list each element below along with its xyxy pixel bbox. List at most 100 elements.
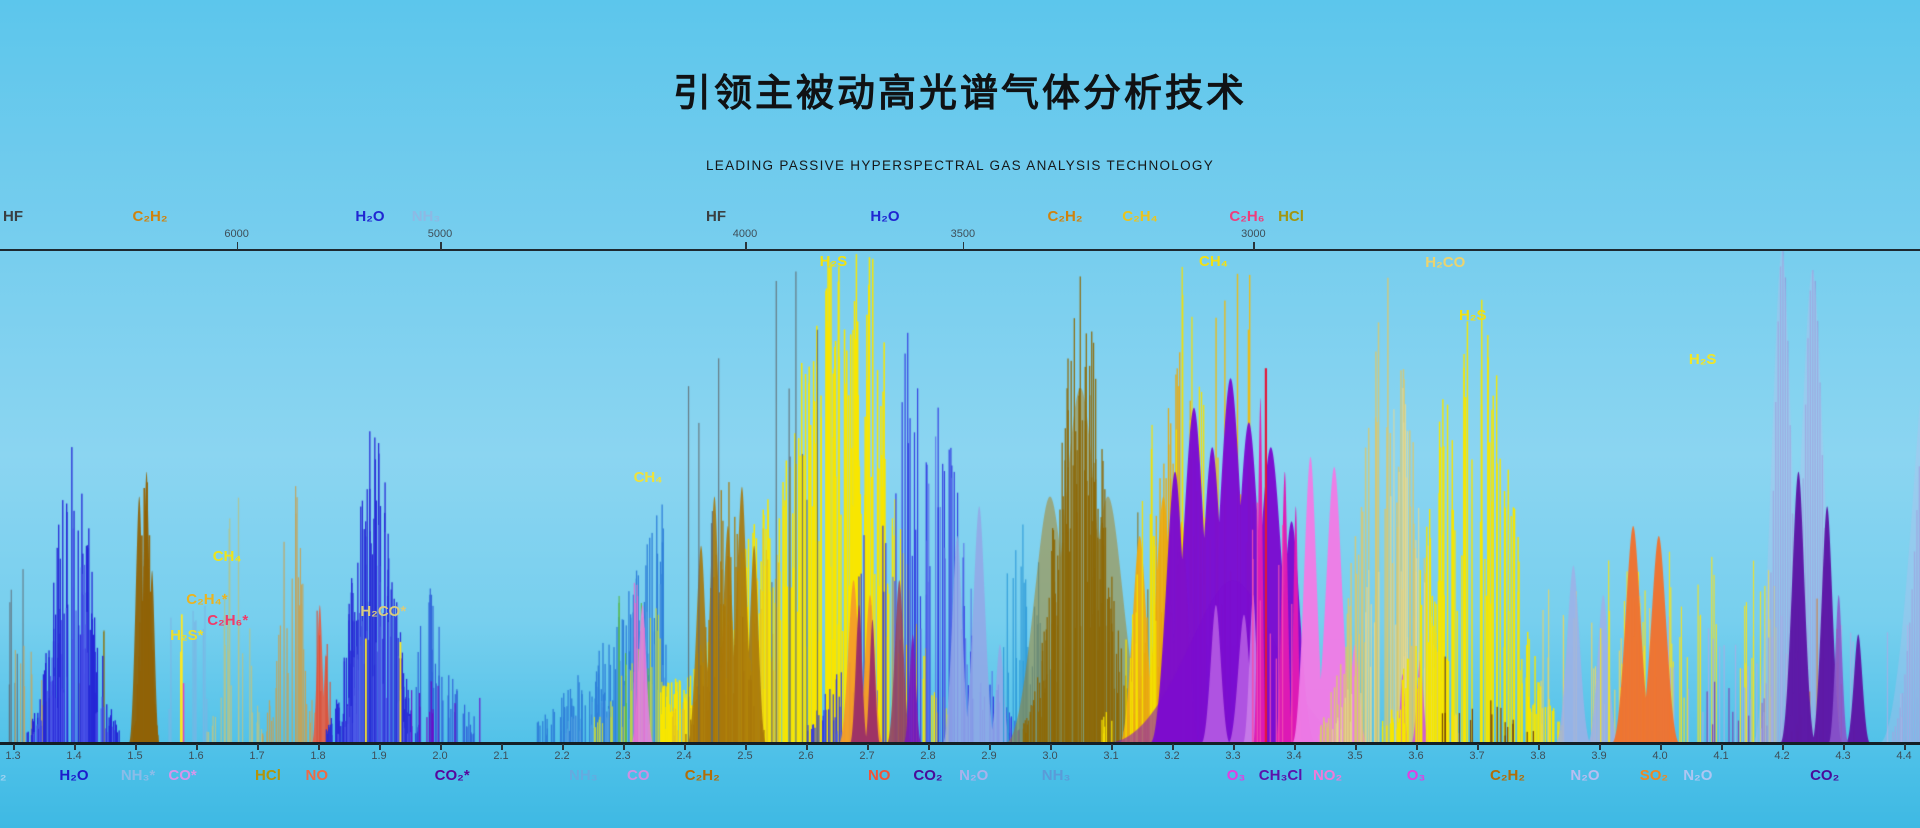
wavelength-tick-label: 1.7 <box>249 750 265 762</box>
inplot-gas-label: H₂S* <box>170 627 204 644</box>
wavelength-tick-label: 3.4 <box>1286 750 1302 762</box>
axis-tick <box>989 744 991 750</box>
axis-tick <box>1477 744 1479 750</box>
wavelength-tick-label: 1.5 <box>127 750 143 762</box>
bottom-gas-label: N₂O <box>1683 767 1713 784</box>
bottom-gas-label: H₂O <box>59 767 89 784</box>
inplot-gas-label: C₂H₄* <box>186 591 228 608</box>
axis-tick <box>962 242 965 250</box>
top-gas-label: NH₃ <box>411 208 441 225</box>
wavelength-tick-label: 3.7 <box>1469 750 1485 762</box>
axis-tick <box>236 242 239 250</box>
bottom-gas-label: ₂ <box>0 767 7 784</box>
axis-tick <box>1843 744 1845 750</box>
wavelength-tick-label: 1.9 <box>371 750 387 762</box>
axis-tick <box>1233 744 1235 750</box>
bottom-gas-label: CO₂ <box>1810 767 1840 784</box>
wavelength-tick-label: 3.0 <box>1042 750 1058 762</box>
axis-tick <box>623 744 625 750</box>
wavelength-tick-label: 3.3 <box>1225 750 1241 762</box>
bottom-gas-label: HCl <box>255 767 281 784</box>
axis-tick <box>1355 744 1357 750</box>
wavelength-tick-label: 2.4 <box>676 750 692 762</box>
axis-tick <box>867 744 869 750</box>
axis-tick <box>1172 744 1174 750</box>
axis-tick <box>806 744 808 750</box>
inplot-gas-label: H₂S <box>1688 351 1717 368</box>
wavenumber-tick-label: 6000 <box>224 228 249 240</box>
bottom-gas-label: C₂H₂ <box>684 767 720 784</box>
bottom-gas-label: NO₂ <box>1312 767 1343 784</box>
bottom-gas-label: CO₂* <box>434 767 470 784</box>
wavenumber-tick-label: 5000 <box>427 228 453 240</box>
inplot-gas-label: H₂S <box>1458 307 1487 324</box>
top-gas-label: HF <box>3 208 23 225</box>
bottom-gas-label: NH₃ <box>569 767 598 784</box>
wavelength-tick-label: 1.6 <box>188 750 204 762</box>
top-gas-label: C₂H₂ <box>132 208 168 225</box>
inplot-gas-label: CH₄ <box>212 548 242 565</box>
top-gas-label: HCl <box>1278 208 1304 225</box>
bottom-gas-label: O₃ <box>1226 767 1246 784</box>
wavelength-tick-label: 2.7 <box>859 750 875 762</box>
bottom-gas-label: N₂O <box>1570 767 1600 784</box>
wavelength-tick-label: 4.0 <box>1652 750 1668 762</box>
wavenumber-tick-label: 3000 <box>1241 228 1266 240</box>
top-gas-label: H₂O <box>870 208 900 225</box>
axis-tick <box>135 744 137 750</box>
bottom-gas-label: NH₃* <box>120 767 156 784</box>
wavenumber-tick-label: 3500 <box>950 228 976 240</box>
top-gas-label: C₂H₄ <box>1122 208 1158 225</box>
axis-tick <box>928 744 930 750</box>
wavelength-tick-label: 3.1 <box>1103 750 1119 762</box>
axis-tick <box>318 744 320 750</box>
inplot-gas-label: H₂CO* <box>360 603 407 620</box>
page-subtitle: LEADING PASSIVE HYPERSPECTRAL GAS ANALYS… <box>705 158 1215 173</box>
bottom-gas-label: O₃ <box>1406 767 1426 784</box>
bottom-gas-label: SO₂ <box>1639 767 1669 784</box>
wavelength-tick-label: 2.6 <box>798 750 814 762</box>
wavenumber-axis-line <box>0 249 1920 251</box>
wavelength-tick-label: 4.4 <box>1896 750 1912 762</box>
axis-tick <box>501 744 503 750</box>
wavelength-tick-label: 2.1 <box>493 750 509 762</box>
wavelength-tick-label: 3.5 <box>1347 750 1363 762</box>
wavelength-tick-label: 3.9 <box>1591 750 1607 762</box>
axis-tick <box>257 744 259 750</box>
wavelength-tick-label: 2.2 <box>554 750 570 762</box>
axis-tick <box>745 242 747 250</box>
wavelength-tick-label: 3.8 <box>1530 750 1546 762</box>
wavelength-axis-line <box>0 742 1920 745</box>
bottom-gas-label: CO <box>627 767 650 784</box>
wavelength-tick-label: 2.0 <box>432 750 448 762</box>
axis-tick <box>196 744 198 750</box>
wavelength-tick-label: 4.2 <box>1774 750 1790 762</box>
bottom-gas-label: CO* <box>168 767 197 784</box>
axis-tick <box>745 744 747 750</box>
axis-tick <box>74 744 76 750</box>
axis-tick <box>684 744 686 750</box>
wavelength-tick-label: 4.1 <box>1713 750 1729 762</box>
axis-tick <box>1416 744 1418 750</box>
axis-tick <box>440 242 442 250</box>
bottom-gas-label: NO <box>305 767 329 784</box>
top-gas-label: HF <box>706 208 726 225</box>
axis-tick <box>1904 744 1906 750</box>
wavelength-tick-label: 1.3 <box>5 750 21 762</box>
axis-tick <box>1721 744 1723 750</box>
axis-tick <box>1782 744 1784 750</box>
page-title: 引领主被动高光谱气体分析技术 <box>672 73 1247 115</box>
axis-tick <box>1599 744 1601 750</box>
top-gas-label: C₂H₂ <box>1047 208 1083 225</box>
axis-tick <box>1111 744 1113 750</box>
wavelength-tick-label: 4.3 <box>1835 750 1851 762</box>
axis-tick <box>1538 744 1540 750</box>
wavelength-tick-label: 3.6 <box>1408 750 1424 762</box>
wavelength-tick-label: 3.2 <box>1164 750 1180 762</box>
inplot-gas-label: CH₄ <box>633 469 663 486</box>
bottom-gas-label: CH₃Cl <box>1258 767 1303 784</box>
inplot-gas-label: H₂S <box>819 253 848 270</box>
inplot-gas-label: CH₄ <box>1199 253 1228 270</box>
axis-tick <box>379 744 381 750</box>
